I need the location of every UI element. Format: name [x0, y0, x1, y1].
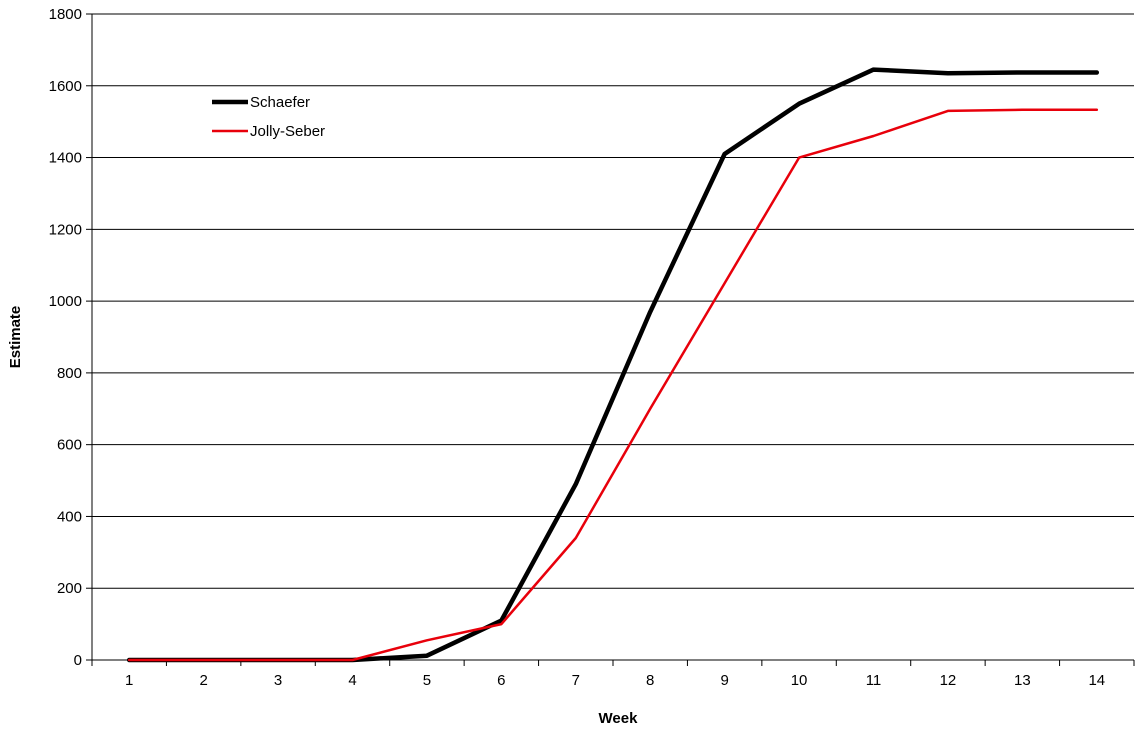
x-tick-label: 13	[1014, 672, 1031, 689]
x-axis-title: Week	[599, 710, 639, 727]
y-tick-label: 0	[74, 652, 82, 669]
series-lines	[126, 67, 1100, 663]
x-tick-label: 10	[791, 672, 808, 689]
x-tick-label: 1	[125, 672, 133, 689]
x-tick-label: 12	[940, 672, 957, 689]
y-tick-label: 400	[57, 508, 82, 525]
y-tick-label: 1600	[49, 78, 82, 95]
x-tick-label: 5	[423, 672, 431, 689]
x-tick-label: 8	[646, 672, 654, 689]
x-axis-ticks: 1 2 3 4 5 6 7 8 9 10 11 12 13 14	[91, 660, 1135, 689]
x-tick-label: 7	[572, 672, 580, 689]
x-tick-label: 3	[274, 672, 282, 689]
y-tick-label: 1200	[49, 221, 82, 238]
y-tick-label: 1000	[49, 293, 82, 310]
series-line-schaefer	[126, 67, 1100, 663]
y-axis-title: Estimate	[7, 306, 24, 369]
legend-label-jolly-seber: Jolly-Seber	[250, 123, 325, 140]
y-tick-label: 1800	[49, 6, 82, 23]
legend-label-schaefer: Schaefer	[250, 94, 310, 111]
y-tick-label: 800	[57, 365, 82, 382]
y-tick-label: 200	[57, 580, 82, 597]
y-tick-label: 600	[57, 437, 82, 454]
gridlines	[92, 13, 1134, 589]
x-tick-label: 9	[720, 672, 728, 689]
y-tick-label: 1400	[49, 150, 82, 167]
x-tick-label: 2	[199, 672, 207, 689]
y-axis-ticks: 0 200 400 600 800 1000 1200 1400 1600 1800	[49, 6, 92, 669]
x-tick-label: 4	[348, 672, 356, 689]
x-tick-label: 11	[866, 672, 882, 689]
series-line-jolly-seber	[127, 108, 1099, 662]
x-tick-label: 6	[497, 672, 505, 689]
x-tick-label: 14	[1088, 672, 1105, 689]
legend: Schaefer Jolly-Seber	[212, 94, 325, 140]
